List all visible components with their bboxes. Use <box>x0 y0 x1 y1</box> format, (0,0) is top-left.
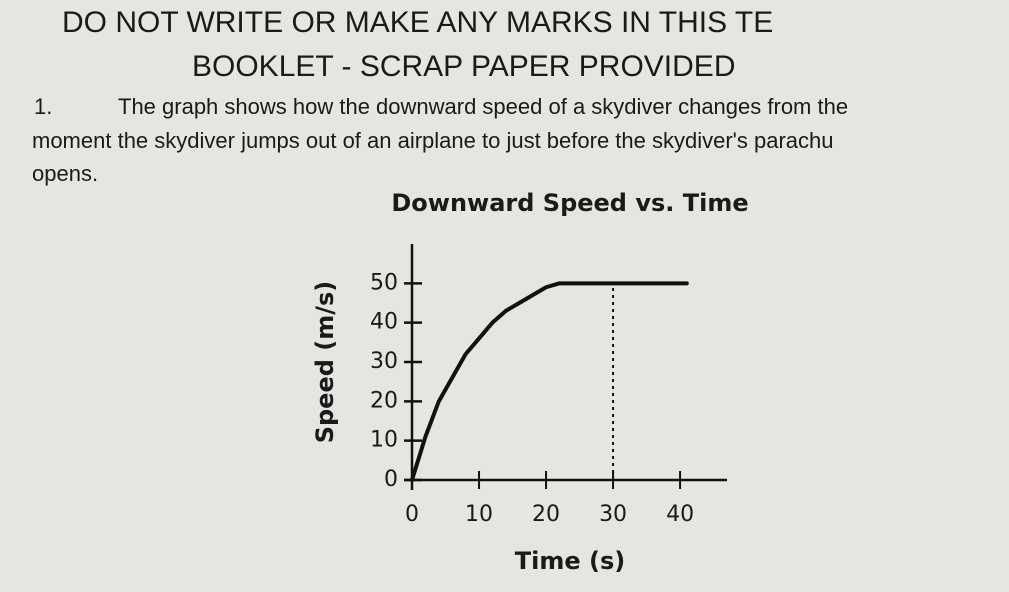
y-tick-label: 20 <box>370 388 398 413</box>
question-text: opens. <box>32 161 98 186</box>
data-line <box>410 281 689 482</box>
y-tick-label: 50 <box>370 270 398 295</box>
question-text: moment the skydiver jumps out of an airp… <box>32 128 834 153</box>
x-tick-label: 10 <box>465 502 493 527</box>
question-text: The graph shows how the downward speed o… <box>118 94 848 119</box>
x-tick-label: 20 <box>532 502 560 527</box>
y-tick-label: 30 <box>370 349 398 374</box>
header-line: DO NOT WRITE OR MAKE ANY MARKS IN THIS T… <box>62 6 773 39</box>
header-line: BOOKLET - SCRAP PAPER PROVIDED <box>192 50 736 83</box>
x-axis-label: Time (s) <box>515 547 625 575</box>
x-tick-label: 30 <box>599 502 627 527</box>
y-axis-label: Speed (m/s) <box>311 281 339 444</box>
x-tick-label: 0 <box>405 502 419 527</box>
y-tick-label: 10 <box>370 428 398 453</box>
y-tick-label: 40 <box>370 310 398 335</box>
chart-title: Downward Speed vs. Time <box>391 189 748 217</box>
x-tick-label: 40 <box>666 502 694 527</box>
y-tick-label: 0 <box>384 467 398 492</box>
question-number: 1. <box>34 94 52 119</box>
